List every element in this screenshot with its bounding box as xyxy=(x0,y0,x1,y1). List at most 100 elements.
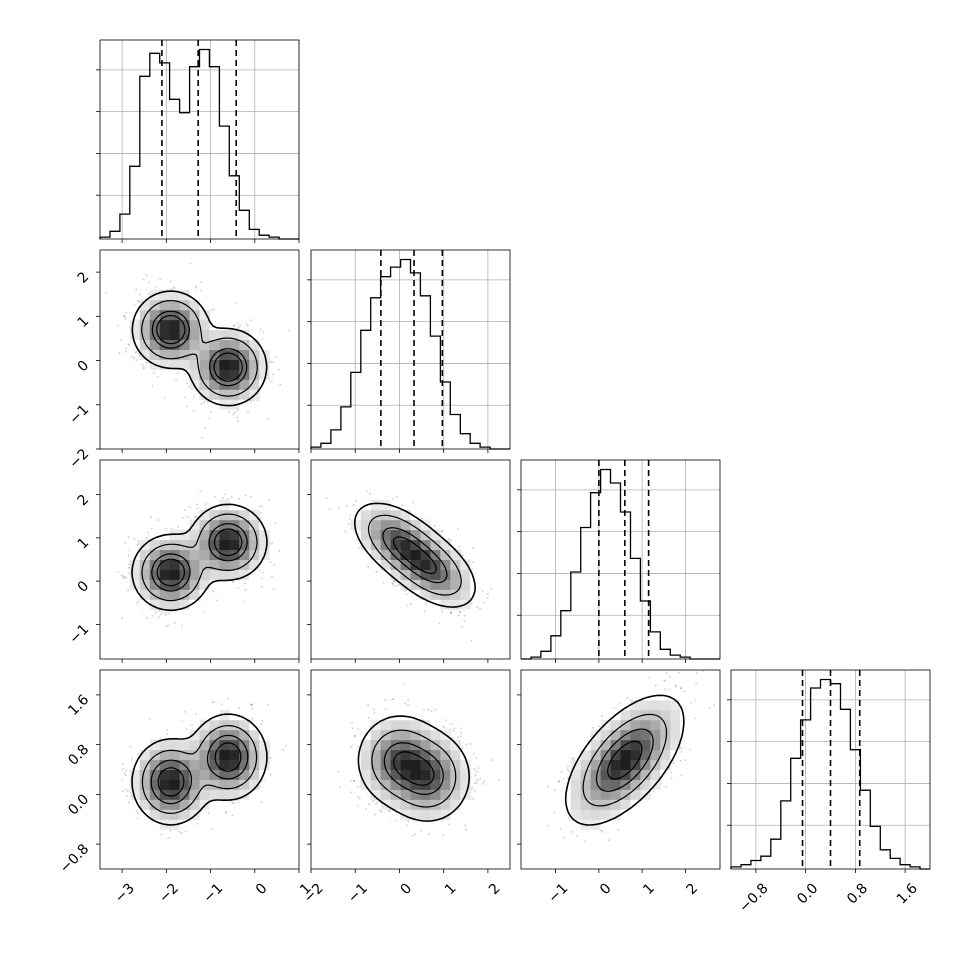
scatter-point xyxy=(196,503,199,506)
density-cell xyxy=(199,349,210,360)
scatter-point xyxy=(270,380,273,383)
density-cell xyxy=(169,309,181,321)
density-cell xyxy=(239,359,250,370)
density-cell xyxy=(169,329,181,341)
scatter-point xyxy=(148,293,151,296)
density-cell xyxy=(189,329,200,341)
scatter-point xyxy=(175,379,178,382)
density-cell xyxy=(229,359,240,370)
scatter-point xyxy=(188,505,191,508)
density-cell xyxy=(249,369,260,380)
scatter-point xyxy=(288,329,291,332)
density-cell xyxy=(239,329,250,341)
scatter-point xyxy=(246,324,249,327)
density-cell xyxy=(159,349,171,360)
scatter-point xyxy=(196,507,199,510)
scatter-point xyxy=(269,561,272,564)
scatter-point xyxy=(262,331,265,334)
scatter-point xyxy=(272,360,275,363)
scatter-point xyxy=(236,321,239,324)
scatter-point xyxy=(232,581,235,584)
scatter-point xyxy=(210,309,213,312)
scatter-point xyxy=(130,355,133,358)
scatter-point xyxy=(202,610,205,613)
density-cell xyxy=(239,379,250,390)
density-cells xyxy=(129,289,270,410)
contour-line-3 xyxy=(156,315,243,382)
scatter-point xyxy=(233,324,236,327)
scatter-point xyxy=(250,319,253,322)
density-cell xyxy=(159,339,171,350)
scatter-point xyxy=(128,343,131,346)
panel-frame xyxy=(99,249,300,450)
density-cell xyxy=(159,329,171,341)
scatter-point xyxy=(271,541,274,544)
panel-body xyxy=(117,490,281,628)
scatter-point xyxy=(120,574,123,577)
scatter-point xyxy=(258,504,261,507)
scatter-point xyxy=(160,610,163,613)
scatter-point xyxy=(133,304,136,307)
density-cell xyxy=(219,319,230,331)
scatter-point xyxy=(125,350,128,353)
scatter-point xyxy=(137,540,140,543)
scatter-point xyxy=(127,589,130,592)
scatter-point xyxy=(275,355,278,358)
density-cell xyxy=(199,339,210,350)
density-cell xyxy=(199,369,210,380)
scatter-point xyxy=(260,505,263,508)
scatter-point xyxy=(128,572,131,575)
scatter-point xyxy=(271,373,274,376)
density-cell xyxy=(229,369,240,380)
scatter-point xyxy=(121,575,124,578)
contours xyxy=(131,290,268,407)
scatter-point xyxy=(132,357,135,360)
density-cell xyxy=(219,399,230,410)
scatter-point xyxy=(232,413,235,416)
scatter-point xyxy=(133,538,136,541)
scatter-point xyxy=(135,359,138,362)
scatter-point xyxy=(235,302,238,305)
density-cell xyxy=(139,309,151,321)
scatter-point xyxy=(124,347,127,350)
scatter-point xyxy=(159,277,162,280)
scatter-point xyxy=(249,495,252,498)
scatter-point xyxy=(277,368,280,371)
scatter-point xyxy=(278,549,281,552)
scatter-point xyxy=(244,494,247,497)
density-cell xyxy=(179,349,191,360)
scatter-point xyxy=(237,325,240,328)
scatter-point xyxy=(154,611,157,614)
scatter-point xyxy=(279,383,282,386)
scatter-point xyxy=(142,367,145,370)
scatter-point xyxy=(135,288,138,291)
density-cell xyxy=(149,339,161,350)
scatter-point xyxy=(245,322,248,325)
scatter-point xyxy=(230,496,233,499)
scatter-point xyxy=(195,286,198,289)
scatter-point xyxy=(212,590,215,593)
scatter-point xyxy=(192,409,195,412)
scatter-point xyxy=(138,293,141,296)
density-cell xyxy=(259,369,270,380)
density-cell xyxy=(179,359,191,370)
scatter-point xyxy=(154,285,157,288)
density-cell xyxy=(249,329,260,341)
scatter-point xyxy=(259,328,262,331)
scatter-point xyxy=(152,372,155,375)
joint-panel-0-1 xyxy=(99,249,300,450)
scatter-point xyxy=(124,317,127,320)
scatter-point xyxy=(246,411,249,414)
scatter-point xyxy=(201,436,204,439)
density-cell xyxy=(199,359,210,370)
scatter-point xyxy=(123,576,126,579)
scatter-point xyxy=(165,611,168,614)
scatter-point xyxy=(127,343,130,346)
scatter-point xyxy=(203,427,206,430)
scatter-point xyxy=(104,291,107,294)
contour-line-1 xyxy=(141,300,258,397)
density-cell xyxy=(129,329,141,341)
scatter-point xyxy=(142,278,145,281)
density-cell xyxy=(219,349,230,360)
